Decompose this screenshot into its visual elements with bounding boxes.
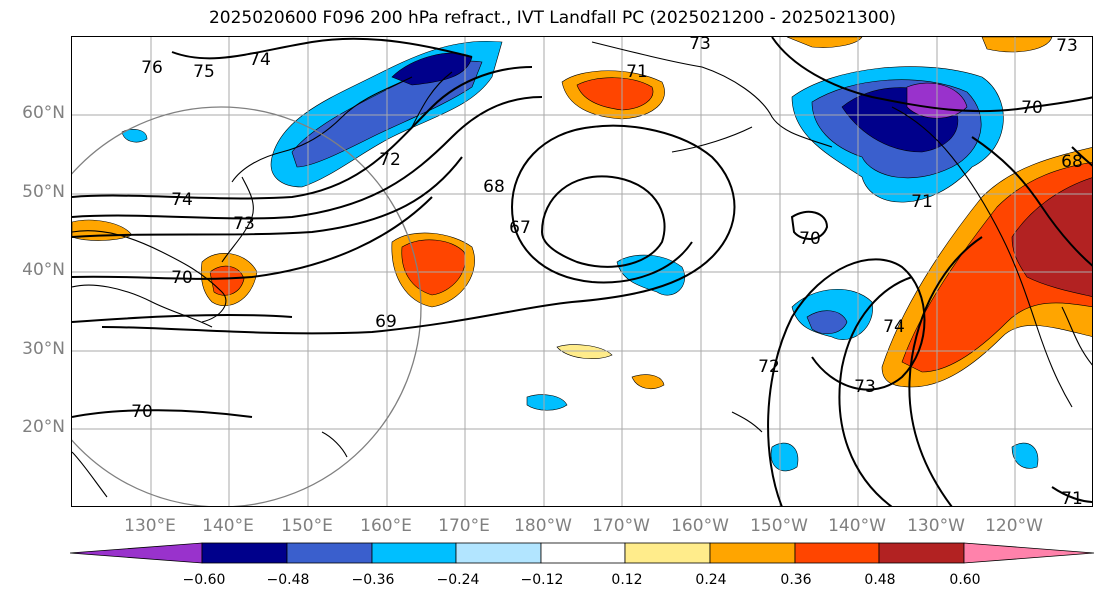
colorbar-cell	[286, 542, 373, 564]
colorbar-tick: −0.24	[436, 572, 480, 588]
colorbar-tick: 0.36	[780, 572, 812, 588]
colorbar-tick: 0.24	[695, 572, 727, 588]
lon-label: 150°W	[750, 516, 808, 536]
neg-region-sw	[770, 442, 799, 472]
colorbar-cell	[963, 542, 1095, 564]
contour-label: 74	[883, 317, 905, 337]
contour-label: 71	[911, 192, 933, 212]
neg-region-small-w	[121, 129, 148, 143]
neg-region-east-pacific-core	[806, 310, 848, 335]
lat-label: 40°N	[22, 260, 65, 280]
contour-label: 70	[131, 402, 153, 422]
contour-label: 74	[171, 190, 193, 210]
shading-regions	[72, 37, 1092, 472]
lon-label: 120°W	[985, 516, 1043, 536]
contour-label: 73	[233, 214, 255, 234]
colorbar-tick: −0.36	[351, 572, 395, 588]
lat-label: 20°N	[22, 417, 65, 437]
contour-label: 71	[626, 62, 648, 82]
contour-label: 68	[483, 177, 505, 197]
pos-region-small-4	[981, 37, 1053, 53]
colorbar-cell	[70, 542, 203, 564]
colorbar-cell	[709, 542, 796, 564]
lon-label: 150°E	[281, 516, 333, 536]
pos-region-small-3	[786, 37, 863, 48]
pos-region-west-coast-core	[1011, 177, 1092, 297]
colorbar-tick: 0.60	[949, 572, 981, 588]
lon-label: 140°W	[828, 516, 886, 536]
figure-title: 2025020600 F096 200 hPa refract., IVT La…	[208, 8, 896, 28]
lon-label: 180°W	[514, 516, 572, 536]
lat-label: 50°N	[22, 182, 65, 202]
colorbar-tick: 0.12	[611, 572, 643, 588]
colorbar-cell	[624, 542, 711, 564]
contour-label: 73	[854, 377, 876, 397]
contour-label: 72	[379, 150, 401, 170]
pos-region-bering-core	[576, 77, 654, 111]
pos-region-small-2	[631, 374, 665, 390]
contour-label: 69	[375, 312, 397, 332]
contour-label: 70	[1021, 98, 1043, 118]
lon-label: 130°W	[907, 516, 965, 536]
colorbar-tick: −0.60	[182, 572, 226, 588]
lon-label: 160°W	[671, 516, 729, 536]
contour-labels: 73 76 75 74 71 73 70 68 72 74 73 68 67 7…	[131, 37, 1083, 507]
lat-label: 30°N	[22, 339, 65, 359]
neg-region-mexico	[1011, 442, 1039, 469]
contour-label: 73	[1056, 37, 1078, 56]
lon-label: 170°W	[592, 516, 650, 536]
colorbar-cell	[201, 542, 288, 564]
pos-region-small-1	[556, 344, 613, 360]
lon-label: 130°E	[124, 516, 176, 536]
map-panel: 73 76 75 74 71 73 70 68 72 74 73 68 67 7…	[71, 36, 1093, 507]
contour-label: 70	[171, 268, 193, 288]
colorbar-cell	[794, 542, 880, 564]
lon-label: 160°E	[360, 516, 412, 536]
colorbar	[70, 542, 1095, 564]
pos-region-central-pacific-core	[401, 239, 466, 296]
contour-label: 71	[1061, 489, 1083, 507]
refractivity-contours	[72, 37, 1092, 506]
lon-label: 170°E	[438, 516, 490, 536]
coastlines	[72, 41, 1092, 498]
map-canvas: 73 76 75 74 71 73 70 68 72 74 73 68 67 7…	[72, 37, 1092, 507]
contour-label: 75	[193, 62, 215, 82]
colorbar-cell	[540, 542, 626, 564]
lat-label: 60°N	[22, 103, 65, 123]
colorbar-cell	[371, 542, 457, 564]
colorbar-tick: −0.12	[520, 572, 564, 588]
contour-label: 68	[1061, 152, 1083, 172]
lon-label: 140°E	[202, 516, 254, 536]
contour-label: 72	[758, 357, 780, 377]
neg-region-hawaii-n	[526, 394, 568, 411]
gridlines	[72, 37, 1092, 506]
colorbar-cell	[455, 542, 542, 564]
colorbar-cell	[878, 542, 965, 564]
contour-label: 74	[249, 50, 271, 70]
contour-label: 76	[141, 58, 163, 78]
colorbar-tick: −0.48	[266, 572, 310, 588]
colorbar-tick: 0.48	[864, 572, 896, 588]
range-ring	[72, 106, 422, 506]
contour-label: 67	[509, 218, 531, 238]
contour-label: 70	[799, 229, 821, 249]
contour-label: 73	[689, 37, 711, 54]
